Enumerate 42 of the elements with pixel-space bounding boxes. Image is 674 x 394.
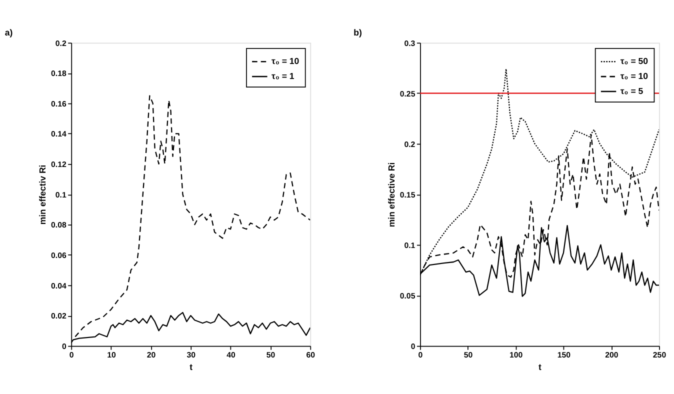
text: b) (354, 28, 362, 38)
legend-label: τ₀ = 1 (272, 71, 294, 82)
x-axis-title: t (190, 362, 193, 372)
y-tick-label: 0.06 (50, 250, 67, 260)
x-tick-label: 20 (146, 350, 156, 360)
y-tick-label: 0.25 (400, 89, 416, 98)
x-tick-label: 30 (186, 350, 196, 360)
legend-label: τ₀ = 5 (620, 86, 644, 96)
y-tick-label: 0.1 (404, 240, 416, 250)
y-tick-label: 0.05 (400, 291, 416, 300)
y-tick-label: 0.12 (50, 160, 67, 170)
y-tick-label: 0.08 (50, 220, 67, 230)
y-tick-label: 0 (410, 342, 416, 351)
y-tick-label: 0.04 (50, 281, 67, 290)
y-tick-label: 0.16 (50, 99, 67, 108)
legend-label: τ₀ = 50 (620, 56, 648, 66)
x-tick-label: 0 (418, 350, 424, 360)
x-tick-label: 10 (107, 350, 116, 360)
x-axis-title: t (538, 362, 542, 372)
y-axis-title: min effective Ri (386, 162, 397, 228)
text: a) (4, 28, 13, 38)
x-tick-label: 60 (306, 350, 316, 360)
y-tick-label: 0.14 (50, 130, 67, 139)
x-tick-label: 0 (69, 350, 74, 360)
legend-label: τ₀ = 10 (272, 56, 300, 66)
y-tick-label: 0 (62, 342, 67, 351)
y-tick-label: 0.18 (50, 69, 67, 78)
x-tick-label: 50 (266, 350, 276, 360)
y-tick-label: 0.2 (404, 140, 416, 149)
y-tick-label: 0.02 (50, 312, 67, 321)
x-tick-label: 40 (226, 350, 236, 360)
x-tick-label: 200 (605, 350, 619, 360)
y-tick-label: 0.15 (400, 190, 416, 200)
x-tick-label: 50 (464, 350, 474, 360)
y-tick-label: 0.3 (404, 38, 416, 48)
legend-label: τ₀ = 10 (620, 71, 648, 82)
y-tick-label: 0.2 (55, 38, 67, 48)
y-axis-title: min effectiv Ri (38, 164, 48, 225)
x-tick-label: 250 (652, 350, 667, 360)
y-tick-label: 0.1 (55, 190, 67, 200)
x-tick-label: 100 (510, 350, 524, 360)
x-tick-label: 150 (557, 350, 572, 360)
